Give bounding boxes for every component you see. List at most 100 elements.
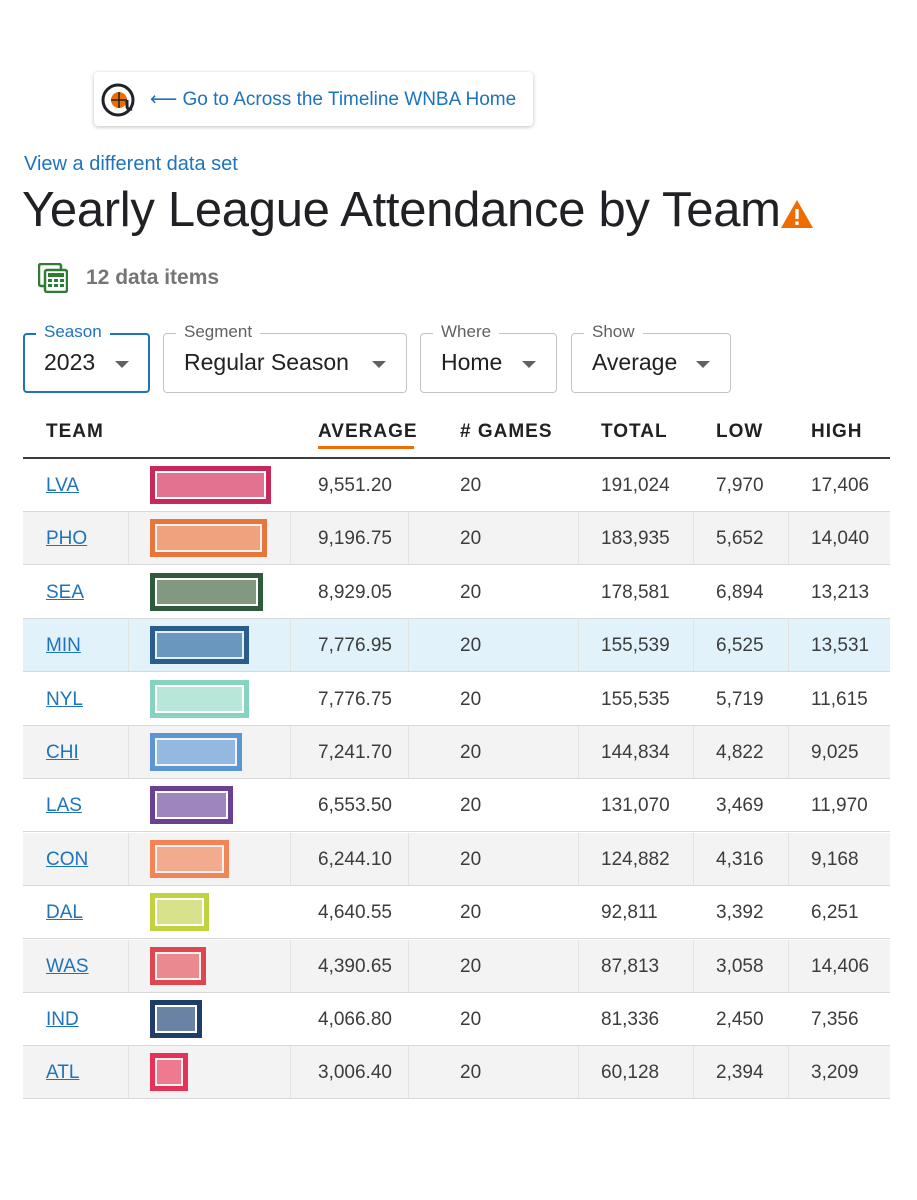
games-cell: 20 [460,528,482,550]
team-link[interactable]: CHI [46,742,79,763]
average-bar [150,466,271,504]
team-link[interactable]: PHO [46,528,88,550]
average-cell: 7,776.95 [318,635,392,657]
games-cell: 20 [460,742,482,763]
column-separator [578,1046,579,1099]
column-separator [693,726,694,778]
column-separator [128,939,129,992]
col-header-team[interactable]: TEAM [46,421,104,442]
table-row: IND 4,066.80 20 81,336 2,450 7,356 [23,993,890,1046]
games-cell: 20 [460,475,482,496]
segment-select[interactable]: Segment Regular Season [163,322,407,393]
home-card[interactable]: ⟵ Go to Across the Timeline WNBA Home [94,72,533,126]
average-bar [150,786,233,825]
team-link[interactable]: DAL [46,902,83,924]
show-select[interactable]: Show Average [571,322,731,393]
team-link[interactable]: LVA [46,475,80,496]
col-header-games[interactable]: # GAMES [460,421,553,442]
column-separator [128,512,129,565]
where-select[interactable]: Where Home [420,322,557,393]
low-cell: 7,970 [716,475,764,496]
column-separator [578,512,579,565]
average-bar-fill [157,579,256,604]
team-link[interactable]: SEA [46,581,85,603]
table-row: LVA 9,551.20 20 191,024 7,970 17,406 [23,459,890,512]
average-bar-fill [157,1007,195,1031]
low-cell: 5,719 [716,688,764,710]
show-value: Average [592,349,678,375]
at-basketball-logo-icon [101,83,135,117]
col-header-total[interactable]: TOTAL [601,421,668,442]
column-separator [290,939,291,992]
high-cell: 11,615 [811,688,868,710]
team-link[interactable]: MIN [46,635,81,657]
low-cell: 5,652 [716,528,764,550]
season-label: Season [36,322,110,342]
average-cell: 6,244.10 [318,848,392,870]
total-cell: 155,539 [601,635,670,657]
games-cell: 20 [460,688,482,710]
chevron-down-icon [115,361,129,368]
data-items-count: 12 data items [86,266,220,289]
team-link[interactable]: CON [46,848,89,870]
total-cell: 92,811 [601,902,658,924]
average-bar-fill [157,473,264,497]
team-link[interactable]: ATL [46,1062,80,1084]
home-link[interactable]: ⟵ Go to Across the Timeline WNBA Home [150,89,517,110]
average-bar [150,733,242,771]
average-bar [150,519,267,558]
column-separator [408,832,409,885]
header-divider [23,457,890,459]
average-bar-fill [157,793,226,818]
table-row: PHO 9,196.75 20 183,935 5,652 14,040 [23,512,890,566]
average-bar [150,893,209,932]
calculator-grid-icon [38,263,68,293]
season-select[interactable]: Season 2023 [23,322,150,393]
games-cell: 20 [460,635,482,657]
season-value: 2023 [44,349,96,375]
team-link[interactable]: LAS [46,795,82,817]
average-bar [150,572,263,611]
table-row: ATL 3,006.40 20 60,128 2,394 3,209 [23,1046,890,1100]
col-header-average[interactable]: AVERAGE [318,421,418,442]
col-header-high[interactable]: HIGH [811,421,863,442]
column-separator [408,1046,409,1099]
average-bar-fill [157,1060,181,1085]
column-separator [788,939,789,992]
column-separator [408,939,409,992]
average-cell: 6,553.50 [318,795,392,817]
column-separator [693,619,694,672]
total-cell: 60,128 [601,1062,660,1084]
table-row: DAL 4,640.55 20 92,811 3,392 6,251 [23,886,890,940]
column-separator [290,619,291,672]
average-bar [150,839,229,878]
table-row: CON 6,244.10 20 124,882 4,316 9,168 [23,832,890,886]
team-link[interactable]: IND [46,1009,79,1030]
column-separator [128,832,129,885]
low-cell: 3,469 [716,795,764,817]
where-label: Where [433,322,500,342]
team-link[interactable]: WAS [46,955,89,977]
games-cell: 20 [460,1009,482,1030]
average-bar [150,679,249,718]
column-separator [128,726,129,778]
average-bar-fill [157,846,222,871]
average-bar-fill [157,740,235,764]
average-bar-fill [157,686,242,711]
low-cell: 4,822 [716,742,764,763]
average-bar [150,946,206,985]
average-cell: 4,066.80 [318,1009,392,1030]
warning-triangle-icon[interactable] [780,198,814,230]
view-different-dataset-link[interactable]: View a different data set [24,153,238,175]
chevron-down-icon [522,361,536,368]
column-separator [128,619,129,672]
table-row: NYL 7,776.75 20 155,535 5,719 11,615 [23,673,890,726]
col-header-low[interactable]: LOW [716,421,764,442]
games-cell: 20 [460,902,482,924]
average-cell: 9,551.20 [318,475,392,496]
column-separator [788,832,789,885]
column-separator [693,832,694,885]
team-link[interactable]: NYL [46,688,83,710]
column-separator [578,726,579,778]
low-cell: 6,525 [716,635,764,657]
